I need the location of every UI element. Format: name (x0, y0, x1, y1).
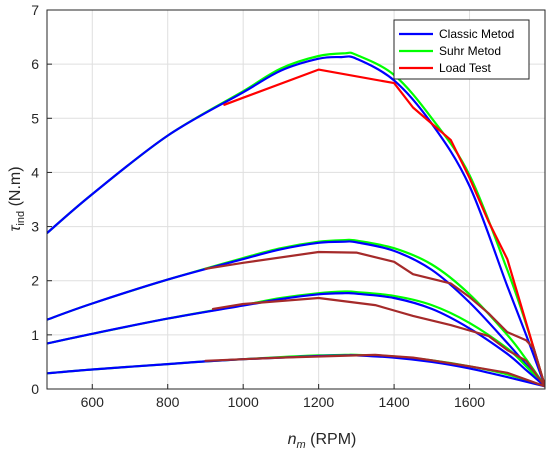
series-line-8 (211, 296, 545, 388)
y-axis-title: τind (N.m) (7, 166, 27, 231)
y-tick-label: 4 (31, 164, 39, 180)
series-line-3 (47, 238, 545, 388)
series-line-0 (47, 51, 545, 388)
x-tick-label: 1200 (303, 394, 334, 410)
series-line-4 (47, 240, 545, 388)
x-axis-unit: (RPM) (306, 431, 357, 448)
x-tick-label: 1000 (228, 394, 259, 410)
x-axis-ticks: 600 800 1000 1200 1400 1600 (81, 384, 485, 410)
x-tick-label: 1400 (379, 394, 410, 410)
legend-label: Load Test (439, 61, 491, 75)
x-axis-title: nm (RPM) (288, 431, 357, 451)
x-axis-symbol: n (288, 431, 297, 448)
y-axis-symbol: τ (7, 225, 24, 232)
plot-frame (46, 9, 546, 390)
x-tick-label: 1600 (454, 394, 485, 410)
legend-label: Classic Metod (439, 27, 514, 41)
y-axis-ticks: 0 1 2 3 4 5 6 7 (31, 2, 52, 397)
y-axis-unit: (N.m) (7, 166, 24, 210)
series-line-10 (47, 354, 545, 388)
y-axis-subscript: ind (15, 211, 27, 226)
legend: Classic Metod Suhr Metod Load Test (393, 19, 530, 80)
y-tick-label: 2 (31, 273, 39, 289)
y-tick-label: 0 (31, 381, 39, 397)
series-line-6 (47, 290, 545, 388)
x-axis-subscript: m (297, 439, 306, 451)
series-line-5 (204, 250, 545, 388)
series-lines (47, 51, 545, 388)
y-tick-label: 3 (31, 219, 39, 235)
y-tick-label: 1 (31, 327, 39, 343)
series-line-9 (47, 353, 545, 388)
x-tick-label: 800 (156, 394, 180, 410)
series-line-1 (47, 55, 545, 388)
legend-box (393, 19, 530, 80)
y-tick-label: 6 (31, 56, 39, 72)
x-tick-label: 600 (81, 394, 105, 410)
legend-label: Suhr Metod (439, 44, 501, 58)
series-line-11 (204, 353, 545, 388)
series-line-2 (223, 68, 545, 388)
y-tick-label: 7 (31, 2, 39, 18)
y-tick-label: 5 (31, 110, 39, 126)
series-line-7 (47, 292, 545, 388)
